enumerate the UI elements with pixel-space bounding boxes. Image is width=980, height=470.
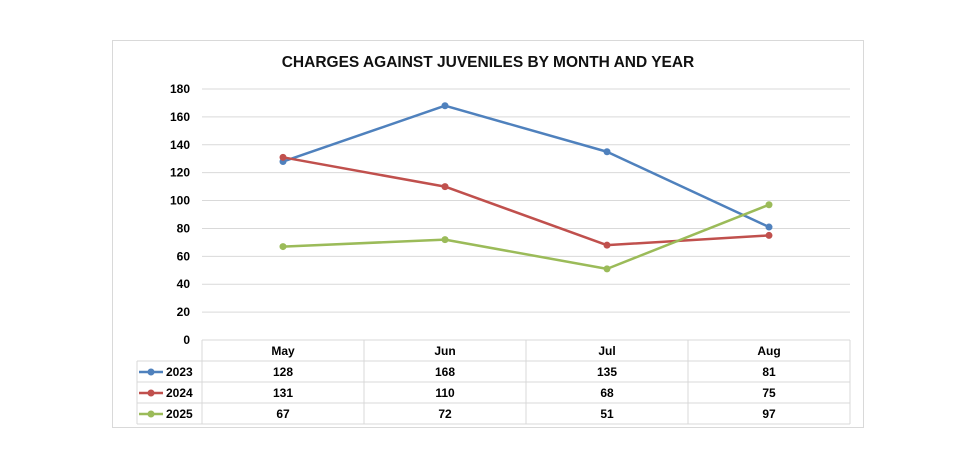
y-tick-label: 80 — [177, 221, 191, 235]
table-cell-value: 72 — [438, 407, 452, 421]
legend-key-marker — [147, 368, 155, 376]
table-cell-value: 168 — [435, 365, 455, 379]
series-name: 2025 — [166, 407, 193, 421]
table-cell-value: 81 — [762, 365, 776, 379]
y-tick-label: 120 — [170, 166, 190, 180]
table-cell-value: 135 — [597, 365, 617, 379]
series-line — [282, 156, 770, 247]
y-tick-label: 60 — [177, 249, 191, 263]
category-label: Jun — [434, 344, 455, 358]
y-tick-label: 0 — [183, 333, 190, 347]
gridlines — [202, 88, 850, 341]
chart-frame — [112, 40, 864, 428]
y-tick-label: 20 — [177, 305, 191, 319]
table-cell-value: 51 — [600, 407, 614, 421]
data-point — [603, 241, 611, 249]
data-point — [603, 148, 611, 156]
y-tick-label: 180 — [170, 82, 190, 96]
y-tick-label: 140 — [170, 138, 190, 152]
data-point — [441, 183, 449, 191]
table-cell-value: 75 — [762, 386, 776, 400]
data-point — [441, 102, 449, 110]
data-point — [765, 231, 773, 239]
table-cell-value: 68 — [600, 386, 614, 400]
data-point — [603, 265, 611, 273]
legend-key-marker — [147, 389, 155, 397]
legend-key-marker — [147, 410, 155, 418]
category-label: May — [271, 344, 295, 358]
category-label: Jul — [598, 344, 615, 358]
data-point — [279, 153, 287, 161]
y-tick-label: 100 — [170, 194, 190, 208]
data-point — [765, 223, 773, 231]
series-line — [282, 203, 770, 271]
y-axis-ticks: 0 20 40 60 80 100 120 140 160 180 — [170, 82, 190, 347]
series-line — [282, 104, 770, 229]
table-cell-value: 67 — [276, 407, 290, 421]
series-name: 2024 — [166, 386, 193, 400]
y-tick-label: 40 — [177, 277, 191, 291]
table-cell-value: 110 — [435, 386, 455, 400]
y-tick-label: 160 — [170, 110, 190, 124]
series-lines — [279, 102, 773, 273]
table-cell-value: 97 — [762, 407, 776, 421]
category-label: Aug — [757, 344, 780, 358]
chart-title: CHARGES AGAINST JUVENILES BY MONTH AND Y… — [282, 54, 695, 71]
data-table: May Jun Jul Aug 2023 128 168 135 81 2024 131 110 68 7… — [136, 340, 851, 425]
data-point — [279, 243, 287, 251]
series-name: 2023 — [166, 365, 193, 379]
data-point — [765, 201, 773, 209]
table-cell-value: 128 — [273, 365, 293, 379]
table-cell-value: 131 — [273, 386, 293, 400]
data-point — [441, 236, 449, 244]
